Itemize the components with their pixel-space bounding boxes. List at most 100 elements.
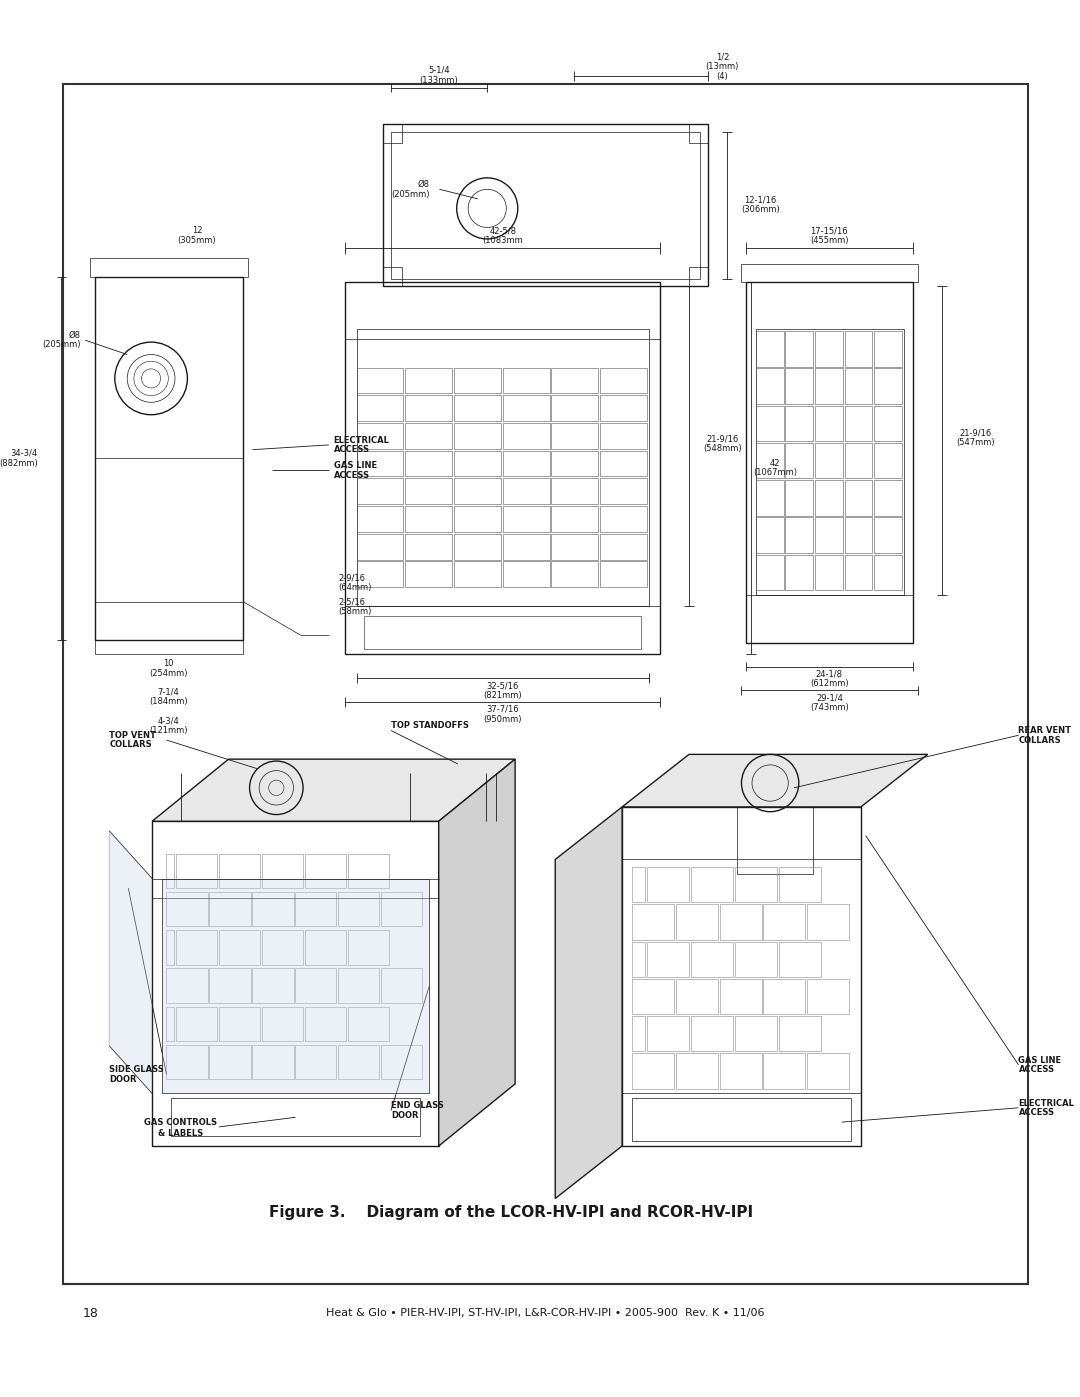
Text: 4-3/4: 4-3/4 [158, 717, 179, 725]
Bar [405, 506, 453, 532]
Bar [356, 423, 403, 448]
Text: (205mm): (205mm) [42, 341, 81, 349]
Bar [632, 1098, 851, 1141]
Bar [383, 124, 708, 286]
Bar [808, 979, 850, 1014]
Bar [502, 367, 550, 394]
Text: (548mm): (548mm) [703, 444, 742, 453]
Bar [296, 1045, 337, 1078]
Bar [552, 562, 598, 587]
Bar [305, 854, 346, 888]
Bar [405, 534, 453, 560]
Text: ACCESS: ACCESS [1018, 1108, 1054, 1118]
Bar [502, 423, 550, 448]
Text: COLLARS: COLLARS [1018, 736, 1062, 745]
Text: (612mm): (612mm) [810, 679, 849, 689]
Bar [600, 451, 647, 476]
Bar [785, 555, 813, 590]
Text: (64mm): (64mm) [338, 583, 372, 592]
Bar [356, 534, 403, 560]
Bar [176, 1007, 217, 1041]
Text: (205mm): (205mm) [391, 190, 430, 198]
Bar [152, 821, 438, 1146]
Text: ACCESS: ACCESS [1018, 1065, 1054, 1074]
Bar [383, 124, 403, 142]
Bar [176, 854, 217, 888]
Bar [381, 968, 422, 1003]
Bar [647, 942, 689, 977]
Bar [502, 506, 550, 532]
Bar [356, 506, 403, 532]
Bar [454, 451, 501, 476]
Bar [219, 1007, 260, 1041]
Bar [875, 369, 902, 404]
Bar [719, 904, 761, 940]
Polygon shape [109, 831, 152, 1094]
Text: 21-9/16: 21-9/16 [706, 434, 739, 444]
Bar [691, 868, 733, 902]
Text: SIDE GLASS: SIDE GLASS [109, 1065, 164, 1074]
Bar [502, 562, 550, 587]
Bar [689, 267, 708, 286]
Text: Ø8: Ø8 [418, 180, 430, 189]
Bar [383, 267, 403, 286]
Text: (1067mm): (1067mm) [753, 468, 797, 478]
Text: (950mm): (950mm) [484, 714, 522, 724]
Bar [305, 930, 346, 964]
Bar [845, 481, 873, 515]
Bar [785, 443, 813, 478]
Bar [734, 942, 777, 977]
Bar [845, 443, 873, 478]
Text: 32-5/16: 32-5/16 [486, 682, 518, 690]
Bar [815, 405, 842, 441]
Bar [756, 555, 783, 590]
Bar [875, 555, 902, 590]
Bar [676, 904, 717, 940]
Bar [600, 478, 647, 504]
Bar [454, 478, 501, 504]
Bar [552, 506, 598, 532]
Bar [381, 1045, 422, 1078]
Bar [764, 979, 806, 1014]
Bar [454, 506, 501, 532]
Bar [756, 443, 783, 478]
Bar [600, 395, 647, 420]
Bar [808, 1053, 850, 1088]
Text: (882mm): (882mm) [0, 458, 38, 468]
Bar [166, 1045, 207, 1078]
Bar [845, 405, 873, 441]
Bar [676, 1053, 717, 1088]
Bar [875, 481, 902, 515]
Bar [691, 1016, 733, 1052]
Bar [454, 534, 501, 560]
Text: DOOR: DOOR [391, 1111, 418, 1120]
Bar [785, 331, 813, 366]
Bar [764, 904, 806, 940]
Text: 5-1/4: 5-1/4 [429, 66, 450, 75]
Text: TOP VENT: TOP VENT [109, 731, 156, 740]
Polygon shape [622, 754, 928, 807]
Bar [756, 481, 783, 515]
Bar [815, 443, 842, 478]
Text: (184mm): (184mm) [149, 697, 188, 707]
Bar [632, 868, 645, 902]
Bar [166, 930, 174, 964]
Bar [348, 854, 389, 888]
Bar [756, 517, 783, 553]
Bar [162, 879, 429, 1094]
Text: ACCESS: ACCESS [334, 446, 369, 454]
Text: ELECTRICAL: ELECTRICAL [334, 436, 390, 444]
Bar [356, 330, 649, 606]
Text: ELECTRICAL: ELECTRICAL [1018, 1098, 1075, 1108]
Bar [785, 405, 813, 441]
Text: 18: 18 [82, 1306, 98, 1320]
Bar [785, 369, 813, 404]
Polygon shape [152, 759, 515, 821]
Text: Figure 3.    Diagram of the LCOR-HV-IPI and RCOR-HV-IPI: Figure 3. Diagram of the LCOR-HV-IPI and… [269, 1206, 753, 1221]
Bar [756, 405, 783, 441]
Bar [875, 517, 902, 553]
Text: REAR VENT: REAR VENT [1018, 726, 1071, 735]
Bar [391, 131, 701, 279]
Bar [552, 367, 598, 394]
Bar [622, 807, 861, 1146]
